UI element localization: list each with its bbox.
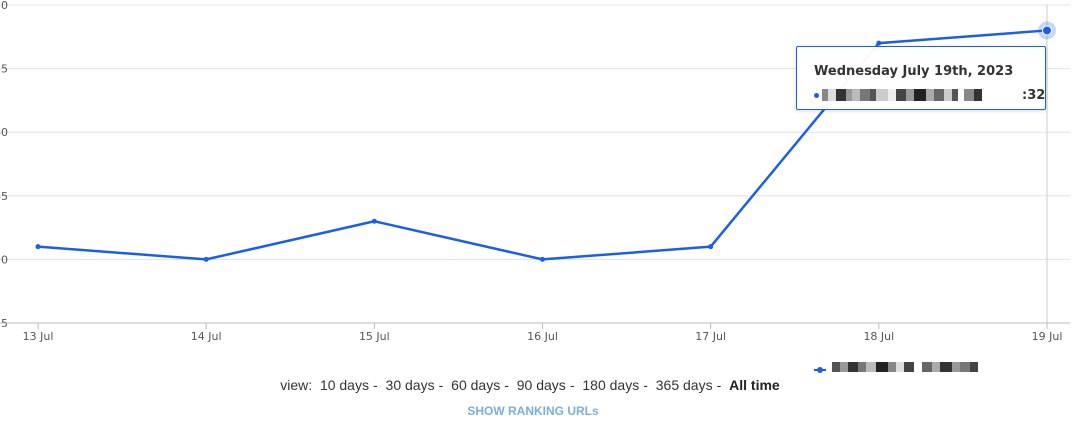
legend-label-redacted [832, 362, 1052, 372]
view-option-10-days[interactable]: 10 days [319, 377, 369, 393]
view-option-365-days[interactable]: 365 days [655, 377, 713, 393]
view-option-90-days[interactable]: 90 days [516, 377, 566, 393]
show-ranking-urls-link[interactable]: SHOW RANKING URLs [467, 404, 599, 418]
series-line [35, 21, 1056, 262]
data-point[interactable] [371, 218, 377, 224]
y-tick-label: 40 [0, 126, 8, 139]
x-tick-label: 16 Jul [527, 330, 558, 343]
data-point[interactable] [35, 244, 41, 250]
x-tick-label: 19 Jul [1032, 330, 1063, 343]
tooltip-row: :32 [814, 87, 1046, 103]
x-tick-label: 13 Jul [23, 330, 54, 343]
x-tick-label: 17 Jul [695, 330, 726, 343]
y-tick-label: 30 [0, 0, 8, 12]
view-option-all-time[interactable]: All time [729, 377, 780, 393]
tooltip-series-name-redacted [822, 89, 1020, 101]
view-option-30-days[interactable]: 30 days [385, 377, 435, 393]
x-axis: 13 Jul 14 Jul 15 Jul 16 Jul 17 Jul 18 Jul 19 J… [0, 322, 1070, 343]
x-tick-label: 14 Jul [191, 330, 222, 343]
legend[interactable] [814, 362, 1054, 378]
y-axis-ticks: 303540455055 [0, 0, 8, 330]
view-prefix: view: [280, 377, 313, 393]
y-tick-label: 50 [0, 253, 8, 266]
data-point[interactable] [708, 244, 714, 250]
data-tooltip: Wednesday July 19th, 2023 :32 [796, 46, 1046, 110]
x-tick-label: 18 Jul [863, 330, 894, 343]
y-tick-label: 35 [0, 63, 8, 76]
x-tick-label: 15 Jul [359, 330, 390, 343]
tooltip-value: :32 [1022, 88, 1046, 103]
data-point-highlighted[interactable] [1042, 25, 1052, 36]
y-tick-label: 45 [0, 190, 8, 203]
view-range-selector: view: 10 days - 30 days - 60 days - 90 days… [280, 377, 780, 393]
tooltip-date: Wednesday July 19th, 2023 [814, 64, 1014, 79]
view-option-180-days[interactable]: 180 days [582, 377, 640, 393]
data-point[interactable] [540, 256, 545, 262]
data-point[interactable] [203, 256, 209, 262]
legend-line-icon [814, 367, 826, 373]
data-point[interactable] [876, 40, 882, 46]
view-option-60-days[interactable]: 60 days [451, 377, 501, 393]
tooltip-series-dot-icon [814, 93, 819, 98]
